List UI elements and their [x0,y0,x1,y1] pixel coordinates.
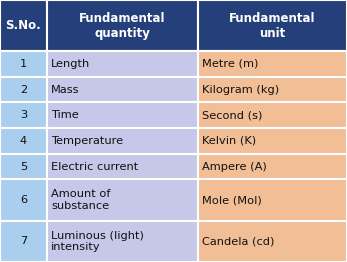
Bar [0,128,47,154]
Bar [198,77,347,102]
Text: Fundamental
unit: Fundamental unit [229,12,316,40]
Text: Kelvin (K): Kelvin (K) [202,136,256,146]
Bar [0,154,47,179]
Bar [0,77,47,102]
Bar [198,154,347,179]
Text: 2: 2 [20,85,27,95]
Bar [47,102,198,128]
Bar [198,51,347,77]
Text: Electric current: Electric current [51,162,138,172]
Text: Candela (cd): Candela (cd) [202,236,274,247]
Text: Length: Length [51,59,90,69]
Text: 7: 7 [20,236,27,247]
Bar [198,128,347,154]
Bar [198,179,347,221]
Text: Temperature: Temperature [51,136,123,146]
Text: Mass: Mass [51,85,79,95]
Text: 4: 4 [20,136,27,146]
Text: 3: 3 [20,110,27,120]
Bar [0,179,47,221]
Text: 6: 6 [20,195,27,205]
Text: Luminous (light)
intensity: Luminous (light) intensity [51,231,144,252]
Bar [47,221,198,262]
Bar [47,0,198,51]
Text: Metre (m): Metre (m) [202,59,258,69]
Bar [198,102,347,128]
Bar [47,154,198,179]
Text: 1: 1 [20,59,27,69]
Bar [0,51,47,77]
Text: Time: Time [51,110,79,120]
Text: Amount of
substance: Amount of substance [51,189,110,211]
Bar [47,128,198,154]
Text: 5: 5 [20,162,27,172]
Bar [47,179,198,221]
Bar [0,102,47,128]
Bar [0,0,47,51]
Text: S.No.: S.No. [6,19,41,32]
Text: Ampere (A): Ampere (A) [202,162,267,172]
Text: Kilogram (kg): Kilogram (kg) [202,85,279,95]
Text: Second (s): Second (s) [202,110,262,120]
Bar [47,77,198,102]
Bar [0,221,47,262]
Bar [198,221,347,262]
Bar [198,0,347,51]
Text: Mole (Mol): Mole (Mol) [202,195,262,205]
Text: Fundamental
quantity: Fundamental quantity [79,12,166,40]
Bar [47,51,198,77]
